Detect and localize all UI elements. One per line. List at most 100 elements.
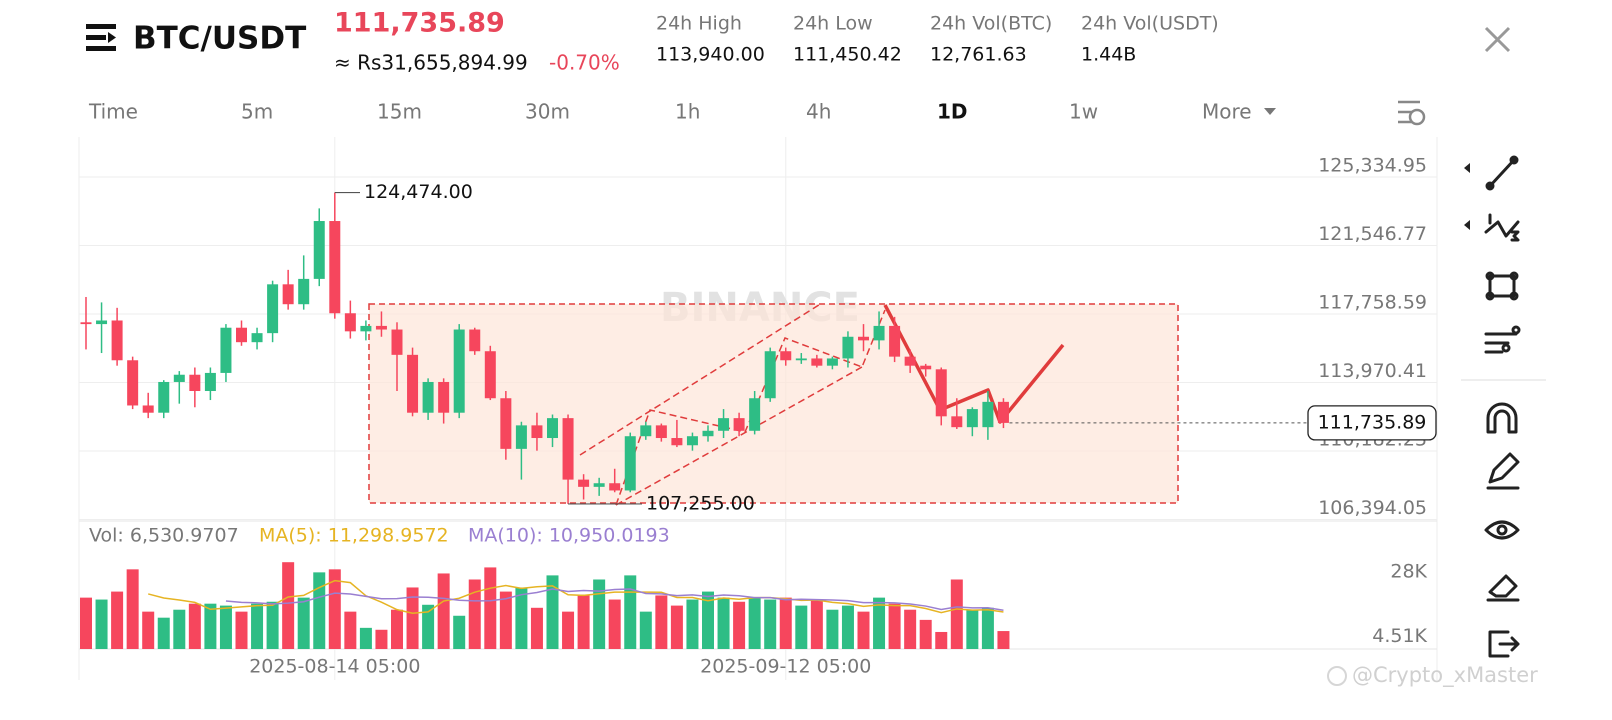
volume-bar — [919, 619, 932, 649]
volume-bar — [313, 572, 326, 649]
change: -0.70% — [549, 51, 620, 75]
interval-tab[interactable]: 1D — [937, 100, 968, 124]
volume-bar — [391, 609, 403, 649]
extreme-label: 107,255.00 — [646, 492, 755, 514]
channel-drawing[interactable] — [579, 302, 886, 506]
volume-bar — [950, 579, 963, 649]
candle-body — [624, 436, 636, 491]
menu-icon[interactable] — [86, 24, 116, 51]
volume-bar — [717, 597, 730, 649]
candle-body — [127, 360, 139, 406]
local-price: ≈ Rs31,655,894.99 — [334, 51, 528, 75]
trend-line-tool[interactable] — [1485, 155, 1519, 191]
exit-tool[interactable] — [1488, 630, 1520, 658]
candle-body — [96, 320, 108, 325]
candle-body — [531, 425, 543, 439]
candle-body — [811, 358, 823, 366]
price-tick-label: 121,546.77 — [1318, 223, 1427, 245]
interval-tab[interactable]: 1w — [1069, 100, 1098, 124]
interval-tab[interactable]: 1h — [675, 100, 700, 124]
interval-tab[interactable]: 15m — [377, 100, 422, 124]
candle-body — [764, 351, 776, 399]
candle-body — [609, 483, 621, 491]
interval-tab[interactable]: More — [1202, 100, 1252, 124]
volume-bar — [359, 627, 372, 649]
candle-body — [951, 416, 963, 428]
pair[interactable]: BTC/USDT — [133, 21, 306, 57]
range-box[interactable] — [368, 303, 1179, 504]
candle-body — [282, 284, 294, 305]
candle-body — [422, 381, 434, 413]
projection-drawing[interactable] — [883, 304, 1065, 424]
candle-body — [547, 418, 558, 439]
magnet-tool[interactable] — [1486, 402, 1518, 434]
volume-bar — [453, 615, 466, 649]
volume-bar — [406, 587, 419, 649]
volume-bar — [468, 579, 481, 649]
candle-body — [313, 221, 325, 279]
visibility-tool[interactable] — [1484, 520, 1520, 540]
volume-tick-label: 4.51K — [1372, 625, 1427, 647]
candle-body — [173, 374, 185, 382]
stat-value: 113,940.00 — [656, 44, 765, 66]
volume-bar — [873, 597, 886, 649]
candle-body — [842, 336, 854, 359]
candle-body — [142, 405, 154, 413]
time-tick-label: 2025-09-12 05:00 — [700, 656, 871, 678]
candle-body — [997, 401, 1009, 423]
shape-tool[interactable] — [1485, 271, 1519, 301]
candle-body — [438, 381, 450, 413]
eraser-tool[interactable] — [1486, 574, 1520, 602]
volume-bar — [702, 591, 714, 649]
volume-bar — [888, 603, 901, 649]
volume-bar — [748, 597, 761, 649]
footer-watermark: @Crypto_xMaster — [1352, 663, 1538, 688]
stat-value: 12,761.63 — [930, 44, 1027, 66]
volume-bar — [499, 591, 512, 649]
extreme-label: 124,474.00 — [364, 181, 473, 203]
candle-body — [733, 418, 745, 431]
candle-body — [360, 325, 372, 332]
candle-body — [453, 329, 465, 413]
candle-body — [407, 354, 419, 413]
volume-bar — [484, 567, 497, 649]
candle-body — [780, 351, 792, 361]
interval-tab[interactable]: 30m — [525, 100, 570, 124]
volume-bar — [826, 609, 839, 649]
candle-body — [671, 438, 683, 446]
volume-bar — [577, 594, 590, 649]
candle-body — [593, 483, 605, 487]
close-button[interactable] — [1484, 26, 1511, 53]
price-tick-label: 106,394.05 — [1318, 497, 1427, 519]
last-price-tag-text: 111,735.89 — [1318, 411, 1427, 433]
pencil-tool[interactable] — [1486, 452, 1520, 490]
candle-body — [935, 369, 947, 417]
fib-tool[interactable] — [1484, 213, 1520, 242]
candle-body — [889, 325, 901, 357]
volume-bar — [251, 603, 264, 649]
interval-tab[interactable]: 5m — [241, 100, 273, 124]
candle-body — [515, 425, 527, 449]
price-tick-label: 117,758.59 — [1318, 292, 1427, 314]
volume-bar — [546, 575, 559, 649]
ma5-line — [148, 579, 1004, 615]
indicator-settings[interactable] — [1398, 100, 1426, 126]
interval-tab[interactable]: 4h — [806, 100, 831, 124]
candle-body — [873, 325, 885, 341]
last-price-tag — [1307, 405, 1437, 441]
dropdown-arrow[interactable] — [1264, 108, 1276, 115]
volume-bar — [204, 603, 217, 649]
candle-body — [267, 284, 279, 334]
candle-body — [80, 322, 92, 325]
volume-bar — [375, 629, 388, 649]
candle-body — [966, 409, 978, 428]
interval-tab[interactable]: Time — [88, 100, 138, 124]
volume-bar — [437, 573, 450, 649]
volume-bar — [624, 575, 637, 649]
watermark-logo — [1327, 666, 1347, 686]
time-tick-label: 2025-08-14 05:00 — [249, 656, 420, 678]
volume-bar — [981, 607, 994, 649]
volume-bar — [562, 611, 575, 649]
lines-tool[interactable] — [1484, 325, 1521, 354]
